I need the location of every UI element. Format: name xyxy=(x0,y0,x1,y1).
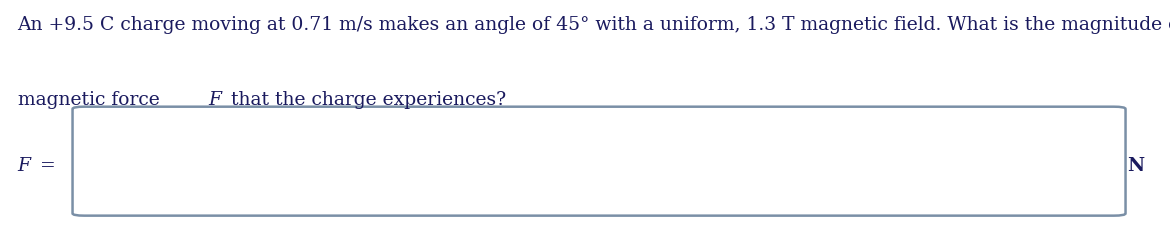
Text: N: N xyxy=(1127,157,1144,175)
Text: F: F xyxy=(208,91,221,109)
Text: An +9.5 C charge moving at 0.71 m/s makes an angle of 45° with a uniform, 1.3 T : An +9.5 C charge moving at 0.71 m/s make… xyxy=(18,16,1170,34)
Text: magnetic force: magnetic force xyxy=(18,91,165,109)
Text: =: = xyxy=(34,157,56,175)
Text: that the charge experiences?: that the charge experiences? xyxy=(225,91,507,109)
FancyBboxPatch shape xyxy=(73,107,1126,216)
Text: F: F xyxy=(18,157,30,175)
